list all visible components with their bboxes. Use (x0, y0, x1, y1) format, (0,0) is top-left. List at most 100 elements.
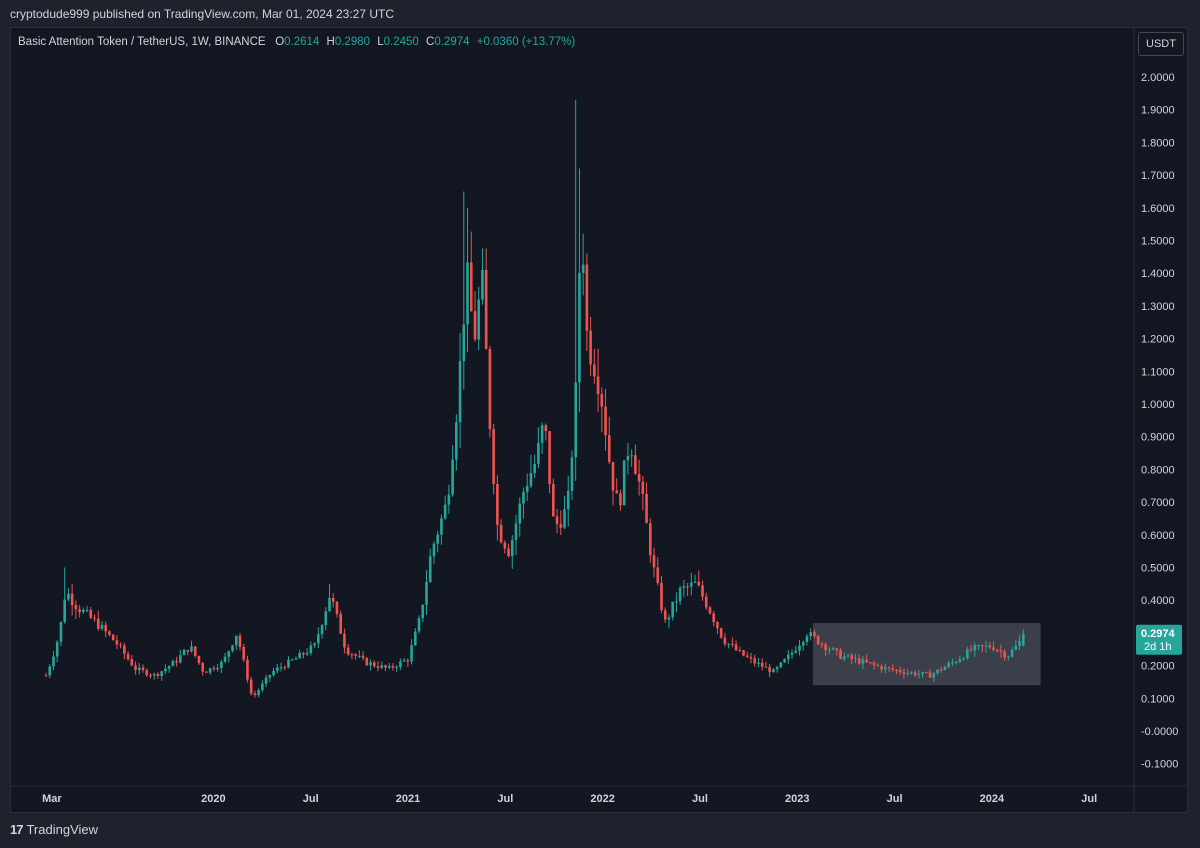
candle-body (462, 324, 466, 362)
candle-body (805, 636, 809, 643)
candle-body (70, 593, 74, 606)
candle-body (887, 667, 891, 669)
candle-body (179, 655, 182, 663)
candle-body (309, 645, 313, 653)
candle-body (775, 667, 779, 670)
candle-body (458, 361, 462, 423)
candle-body (913, 672, 917, 676)
candle-body (988, 645, 992, 648)
candle-body (779, 662, 783, 668)
candle-body (648, 523, 652, 556)
candle-body (100, 624, 104, 629)
candle-body (305, 652, 309, 655)
y-tick-label: 1.0000 (1141, 399, 1175, 411)
candle-body (294, 658, 298, 660)
candle-body (436, 534, 439, 544)
candle-body (966, 649, 969, 659)
candle-body (559, 523, 563, 528)
candle-body (813, 632, 816, 637)
candle-body (160, 671, 163, 677)
candle-body (190, 646, 193, 652)
candle-body (719, 628, 723, 638)
y-tick-label: 0.7000 (1141, 497, 1175, 509)
candle-body (320, 625, 324, 635)
candle-body (455, 422, 458, 460)
tradingview-logo[interactable]: 17 TradingView (10, 822, 98, 837)
candle-body (59, 621, 63, 642)
candle-body (667, 617, 671, 620)
candle-body (212, 668, 216, 670)
candle-body (227, 651, 231, 657)
candle-body (928, 672, 932, 678)
candle-body (1003, 651, 1006, 658)
candle-body (272, 670, 275, 676)
close-value: 0.2974 (434, 36, 470, 48)
candle-body (883, 667, 887, 670)
candle-body (253, 693, 257, 695)
candle-body (432, 543, 436, 557)
candle-body (828, 649, 831, 651)
close-label: C (426, 36, 435, 48)
candle-body (760, 662, 764, 667)
candle-body (600, 394, 604, 407)
low-label: L (377, 36, 384, 48)
candle-body (111, 634, 115, 641)
candle-body (641, 481, 645, 495)
y-tick-label: 1.1000 (1141, 366, 1175, 378)
candle-body (473, 311, 477, 340)
y-tick-label: 1.5000 (1141, 236, 1175, 248)
candle-body (481, 269, 484, 300)
candle-body (186, 649, 190, 652)
candle-body (660, 582, 663, 611)
candle-body (96, 618, 100, 629)
candle-body (257, 690, 260, 695)
candle-body (525, 485, 529, 493)
candle-body (48, 666, 52, 676)
symbol-legend: Basic Attention Token / TetherUS, 1W, BI… (18, 36, 575, 48)
candle-body (369, 662, 372, 666)
candle-body (149, 675, 152, 677)
candle-body (820, 643, 824, 645)
y-tick-label: 1.6000 (1141, 203, 1175, 215)
candle-body (417, 618, 421, 632)
candle-body (324, 611, 328, 626)
candle-body (391, 665, 395, 668)
candle-body (798, 645, 801, 651)
candle-body (197, 655, 201, 664)
candle-body (335, 601, 339, 614)
candle-body (63, 599, 66, 622)
candle-body (939, 669, 943, 671)
candle-body (328, 597, 331, 612)
candle-body (302, 652, 305, 655)
candle-body (52, 656, 55, 667)
candle-body (790, 652, 794, 655)
candle-body (130, 659, 134, 666)
candle-body (671, 601, 674, 618)
highlight-range-box[interactable] (812, 623, 1041, 686)
candle-body (469, 262, 473, 312)
candle-body (794, 650, 798, 653)
y-tick-label: 1.9000 (1141, 105, 1175, 117)
candle-body (205, 671, 208, 673)
candle-body (973, 645, 977, 651)
candle-body (626, 455, 630, 461)
candle-body (387, 665, 391, 668)
candle-body (1010, 649, 1014, 657)
x-tick-label: Mar (42, 793, 62, 805)
candle-body (708, 607, 712, 614)
y-tick-label: 1.3000 (1141, 301, 1175, 313)
candle-body (731, 643, 734, 645)
x-tick-label: Jul (692, 793, 708, 805)
candle-body (443, 504, 447, 519)
y-tick-label: 0.2000 (1141, 661, 1175, 673)
candle-body (93, 617, 96, 619)
candle-body (745, 655, 749, 657)
candle-body (757, 662, 760, 664)
y-tick-label: 0.1000 (1141, 693, 1175, 705)
candle-body (380, 665, 384, 668)
currency-button[interactable]: USDT (1138, 32, 1184, 56)
candle-body (171, 661, 175, 667)
candle-body (869, 662, 872, 664)
high-value: 0.2980 (334, 36, 371, 48)
